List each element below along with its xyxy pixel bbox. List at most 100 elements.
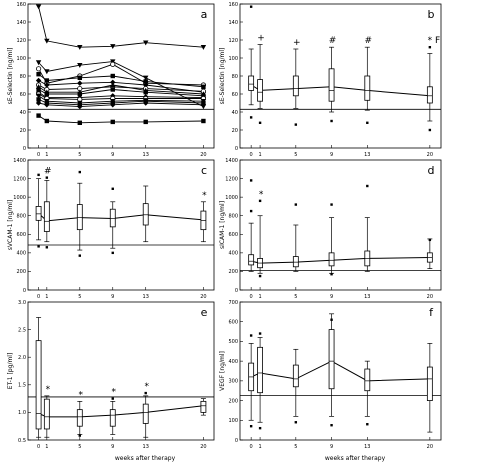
outlier-point xyxy=(45,176,49,179)
data-point xyxy=(143,82,149,88)
y-tick-label: 80 xyxy=(20,74,26,80)
outlier-point xyxy=(330,119,333,123)
series-line xyxy=(38,6,204,48)
outlier-point xyxy=(294,421,298,424)
data-point xyxy=(200,45,207,50)
y-tick-label: 1.0 xyxy=(18,410,26,416)
outlier-point xyxy=(428,128,432,132)
x-tick-label: 5 xyxy=(294,444,297,450)
x-tick-label: 1 xyxy=(258,444,261,450)
significance-annotation: * xyxy=(259,190,264,200)
outlier-point xyxy=(258,199,262,203)
box-iqr xyxy=(76,204,83,231)
plot-frame xyxy=(239,301,442,441)
data-point xyxy=(44,69,50,75)
x-tick-label: 1 xyxy=(258,152,261,158)
data-point xyxy=(36,97,41,102)
box-iqr xyxy=(35,206,42,221)
panel-label: c xyxy=(201,164,207,177)
box-iqr xyxy=(328,329,335,390)
data-point xyxy=(143,90,148,95)
panel-label: d xyxy=(428,164,435,177)
data-point xyxy=(110,44,116,49)
data-point xyxy=(44,82,50,88)
x-tick-label: 0 xyxy=(250,294,253,300)
plot-frame xyxy=(239,3,442,149)
box-iqr xyxy=(43,201,50,232)
series-line xyxy=(38,84,204,95)
box-iqr xyxy=(364,75,371,101)
x-tick-label: 0 xyxy=(37,294,40,300)
data-point xyxy=(36,113,41,118)
data-point xyxy=(143,40,149,46)
series-line xyxy=(38,91,204,99)
x-tick-label: 13 xyxy=(364,444,370,450)
outlier-point xyxy=(45,246,49,249)
data-point xyxy=(110,61,116,67)
median-trend-line xyxy=(38,213,204,222)
data-point xyxy=(201,118,206,124)
outlier-point xyxy=(78,170,81,174)
box-iqr xyxy=(142,403,149,424)
plot-frame xyxy=(27,3,215,149)
x-tick-label: 20 xyxy=(427,152,433,158)
outlier-point xyxy=(294,203,298,206)
data-point xyxy=(143,119,148,125)
outlier-point xyxy=(78,254,81,257)
y-axis-label: sE-Selectin [ng/ml] xyxy=(219,48,226,105)
y-tick-label: 160 xyxy=(228,2,238,8)
outlier-point xyxy=(366,121,369,124)
y-tick-label: 1.5 xyxy=(18,383,26,389)
y-tick-label: 80 xyxy=(232,74,238,80)
y-tick-label: 1400 xyxy=(13,158,26,164)
x-tick-label: 1 xyxy=(258,294,261,300)
data-point xyxy=(77,80,83,86)
data-point xyxy=(35,66,42,72)
x-tick-label: 1 xyxy=(45,152,48,158)
y-tick-label: 1000 xyxy=(13,195,26,201)
outlier-point xyxy=(111,187,114,190)
y-tick-label: 100 xyxy=(228,418,238,424)
x-tick-label: 20 xyxy=(427,294,433,300)
y-tick-label: 100 xyxy=(228,56,238,62)
y-tick-label: 600 xyxy=(16,232,26,238)
data-point xyxy=(44,38,50,44)
x-tick-label: 13 xyxy=(143,294,149,300)
series-line xyxy=(38,115,204,124)
y-tick-label: 1200 xyxy=(225,176,238,182)
outlier-point xyxy=(249,334,253,337)
y-axis-label: sICAM-1 [ng/ml] xyxy=(219,201,226,249)
significance-annotation: + xyxy=(293,38,301,48)
y-axis-label: sE-Selectin [ng/ml] xyxy=(7,48,14,105)
significance-annotation: + xyxy=(257,34,265,44)
x-tick-label: 13 xyxy=(364,294,370,300)
box-iqr xyxy=(257,346,263,394)
data-point xyxy=(110,73,115,79)
x-tick-label: 13 xyxy=(143,444,149,450)
data-point xyxy=(44,78,50,83)
panel-label: b xyxy=(428,8,435,21)
outlier-point xyxy=(249,425,253,428)
box-iqr xyxy=(426,366,433,401)
data-point xyxy=(77,63,83,68)
data-point xyxy=(110,102,116,108)
panel-e: 0.5 1.0 1.5 2.0 2.5 3.0 0 1 5 9 13 20 ET-1 [pg/ml] e *… xyxy=(7,300,215,450)
outlier-point xyxy=(249,209,253,213)
data-point xyxy=(110,82,116,88)
y-axis-label: ET-1 [pg/ml] xyxy=(7,353,14,390)
y-tick-label: 0 xyxy=(235,288,238,294)
y-tick-label: 0.5 xyxy=(18,438,26,444)
significance-annotation: * F xyxy=(428,36,441,46)
x-tick-label: 13 xyxy=(143,152,149,158)
y-tick-label: 100 xyxy=(16,56,26,62)
significance-annotation: * xyxy=(202,191,207,201)
outlier-point xyxy=(428,238,432,242)
box-iqr xyxy=(109,409,116,427)
data-point xyxy=(143,75,149,81)
data-point xyxy=(44,102,50,108)
y-tick-label: 40 xyxy=(20,110,26,116)
